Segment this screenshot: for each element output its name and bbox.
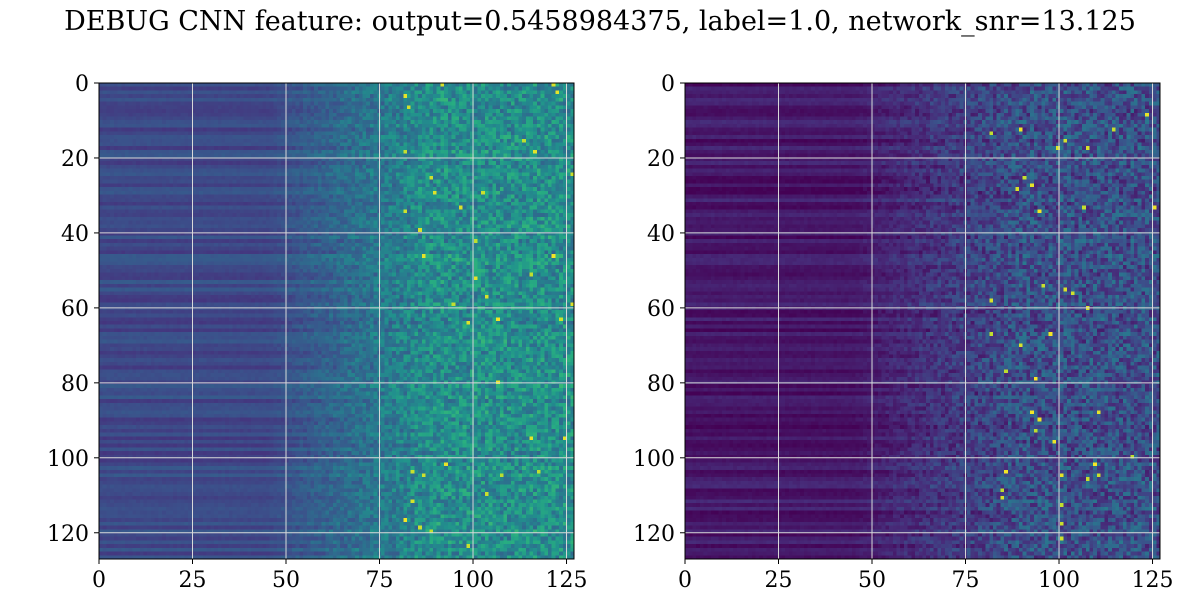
y-tick-label: 60 [61,297,89,322]
y-tick-label: 20 [647,147,675,172]
heatmap-panel-right: 0 25 50 75 100 125 0 20 40 60 80 100 120 [633,72,1174,593]
y-tick-label: 120 [47,522,89,547]
heatmap-image [99,83,574,559]
x-tick-label: 25 [179,568,207,593]
axes-frame [98,82,575,560]
y-tick-label: 60 [647,297,675,322]
x-tick-label: 0 [678,568,692,593]
y-tick-label: 0 [661,72,675,97]
x-tick-label: 25 [765,568,793,593]
y-tick-label: 0 [75,72,89,97]
y-tick-label: 100 [633,447,675,472]
y-tick-label: 40 [61,222,89,247]
y-tick-label: 120 [633,522,675,547]
x-tick-label: 50 [272,568,300,593]
axes-frame [684,82,1161,560]
heatmap-image [685,83,1160,559]
x-tick-label: 100 [1038,568,1080,593]
x-tick-label: 100 [452,568,494,593]
y-tick-label: 100 [47,447,89,472]
figure-title: DEBUG CNN feature: output=0.5458984375, … [64,6,1136,37]
x-tick-label: 75 [366,568,394,593]
x-tick-label: 0 [92,568,106,593]
y-tick-label: 80 [61,372,89,397]
x-tick-label: 75 [952,568,980,593]
x-tick-label: 50 [858,568,886,593]
y-tick-label: 80 [647,372,675,397]
heatmap-panel-left: 0 25 50 75 100 125 0 20 40 60 80 100 120 [47,72,588,593]
y-tick-label: 40 [647,222,675,247]
x-tick-label: 125 [1132,568,1174,593]
y-tick-label: 20 [61,147,89,172]
x-tick-label: 125 [546,568,588,593]
